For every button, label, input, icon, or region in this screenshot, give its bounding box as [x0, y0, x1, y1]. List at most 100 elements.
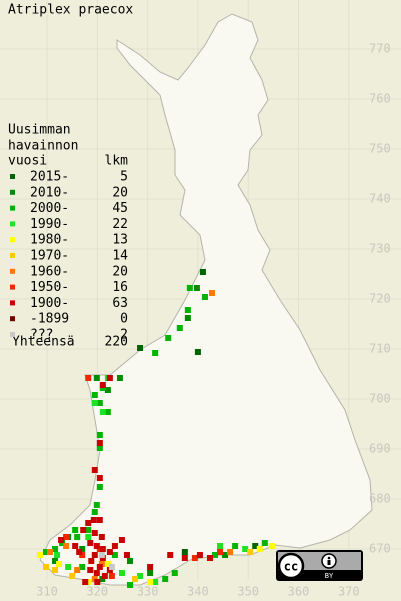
- record-square: [147, 570, 154, 576]
- record-square: [217, 549, 224, 555]
- record-square: [104, 387, 111, 393]
- record-square: [69, 573, 76, 579]
- record-square: [79, 552, 86, 558]
- record-square: [193, 285, 200, 291]
- record-square: [162, 576, 169, 582]
- record-square: [242, 546, 249, 552]
- record-square: [52, 546, 59, 552]
- record-square: [194, 349, 201, 355]
- squares: [36, 269, 275, 588]
- total: 220: [105, 335, 128, 350]
- legend-swatch: [10, 316, 15, 322]
- record-square: [181, 549, 188, 555]
- record-square: [99, 382, 106, 388]
- record-square: [217, 543, 224, 549]
- record-square: [54, 552, 61, 558]
- record-square: [118, 537, 125, 543]
- record-square: [208, 290, 215, 296]
- record-square: [99, 409, 106, 415]
- record-square: [96, 432, 103, 438]
- legend-label: -1899: [30, 312, 69, 327]
- by-text: BY: [325, 572, 334, 580]
- legend-swatch: [10, 300, 15, 306]
- record-square: [79, 546, 86, 552]
- record-square: [90, 517, 97, 523]
- total-label: Yhteensä: [12, 335, 75, 350]
- record-square: [87, 540, 94, 546]
- record-square: [85, 534, 92, 540]
- y-tick-label: 750: [369, 142, 391, 156]
- record-square: [56, 561, 63, 567]
- legend-count: 20: [112, 264, 128, 279]
- cc-text: cc: [284, 560, 298, 574]
- record-square: [96, 517, 103, 523]
- y-tick-label: 730: [369, 242, 391, 256]
- legend-swatch: [10, 268, 15, 274]
- record-square: [261, 540, 268, 546]
- record-square: [268, 543, 275, 549]
- legend-label: 1990-: [30, 217, 69, 232]
- title: Atriplex praecox: [8, 3, 133, 18]
- record-square: [65, 564, 72, 570]
- record-square: [93, 543, 100, 549]
- legend-count: 20: [112, 185, 128, 200]
- record-square: [36, 552, 43, 558]
- record-square: [72, 543, 79, 549]
- record-square: [206, 555, 213, 561]
- by-icon-head: [327, 556, 331, 560]
- legend-swatch: [10, 174, 15, 179]
- record-square: [98, 534, 105, 540]
- record-square: [123, 552, 130, 558]
- record-square: [85, 527, 92, 533]
- y-tick-label: 680: [369, 492, 391, 506]
- y-tick-label: 690: [369, 442, 391, 456]
- record-square: [91, 400, 98, 406]
- record-square: [137, 573, 144, 579]
- record-square: [108, 564, 115, 570]
- record-square: [227, 549, 234, 555]
- legend-count: 0: [120, 312, 128, 327]
- record-square: [96, 564, 103, 570]
- record-square: [165, 335, 172, 341]
- record-square: [91, 552, 98, 558]
- record-square: [85, 520, 92, 526]
- y-tick-label: 710: [369, 342, 391, 356]
- record-square: [191, 555, 198, 561]
- record-square: [186, 285, 193, 291]
- record-square: [72, 527, 79, 533]
- record-square: [152, 350, 159, 356]
- legend-swatch: [10, 205, 15, 211]
- record-square: [94, 579, 101, 585]
- y-tick-label: 670: [369, 542, 391, 556]
- record-square: [137, 345, 144, 351]
- record-square: [252, 543, 259, 549]
- legend-count: 16: [112, 280, 128, 295]
- x-tick-label: 310: [36, 585, 58, 599]
- record-square: [247, 549, 254, 555]
- record-square: [196, 552, 203, 558]
- legend-swatch: [10, 237, 15, 243]
- legend-swatch: [10, 284, 15, 290]
- license-badge: cc BY: [276, 550, 363, 581]
- record-square: [152, 579, 159, 585]
- legend-label: ???: [30, 328, 53, 343]
- record-square: [184, 307, 191, 313]
- record-square: [96, 475, 103, 481]
- count-header: lkm: [105, 154, 129, 169]
- record-square: [91, 467, 98, 473]
- record-square: [80, 527, 87, 533]
- record-square: [85, 579, 92, 585]
- record-square: [42, 564, 49, 570]
- record-square: [91, 530, 98, 536]
- record-square: [116, 375, 123, 381]
- record-square: [108, 573, 115, 579]
- legend-count: 14: [112, 249, 128, 264]
- record-square: [42, 549, 49, 555]
- legend-title: vuosi: [8, 154, 47, 169]
- record-square: [88, 558, 95, 564]
- record-square: [147, 579, 154, 585]
- record-square: [222, 552, 229, 558]
- legend-label: 2010-: [30, 185, 69, 200]
- record-square: [171, 570, 178, 576]
